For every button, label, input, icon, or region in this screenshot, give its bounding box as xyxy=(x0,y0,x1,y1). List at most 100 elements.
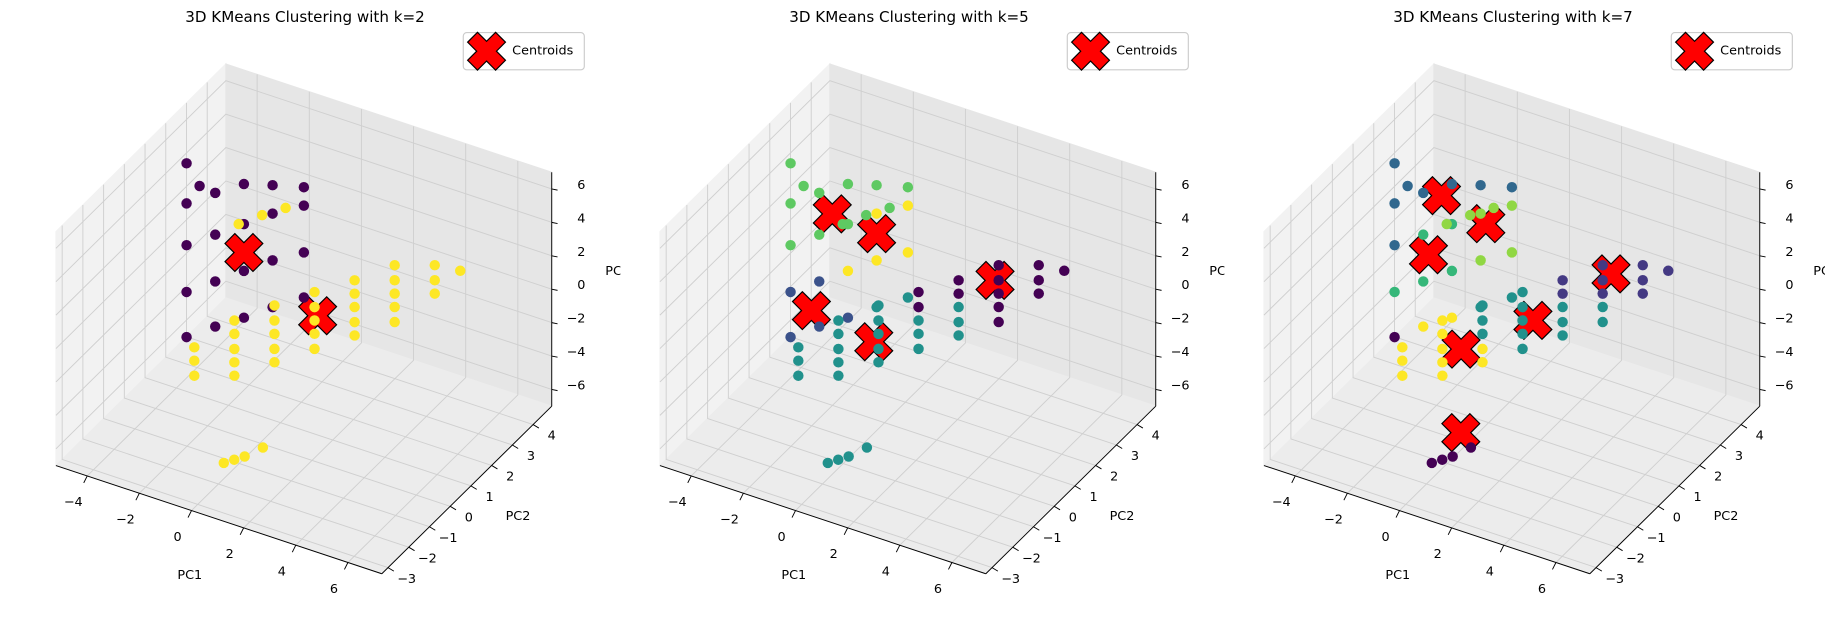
point xyxy=(189,370,200,381)
x-axis-line xyxy=(1263,465,1590,575)
y-tick-mark xyxy=(1116,444,1123,449)
point xyxy=(309,315,320,326)
point xyxy=(1446,265,1458,277)
y-tick-label: 1 xyxy=(485,490,493,505)
grid-line xyxy=(165,123,492,466)
point xyxy=(842,312,854,323)
z-tick-mark xyxy=(551,255,558,258)
z-tick-label: 6 xyxy=(577,178,585,193)
x-tick-label: 2 xyxy=(830,547,838,562)
grid-line xyxy=(1352,143,1680,487)
point xyxy=(229,328,240,340)
grid-line xyxy=(55,280,552,450)
point xyxy=(238,312,250,323)
x-tick-label: 6 xyxy=(934,582,942,597)
point xyxy=(913,343,924,355)
x-axis-label: PC1 xyxy=(781,568,806,583)
y-tick-mark xyxy=(1740,424,1748,429)
grid-line xyxy=(743,91,914,494)
y-tick-mark xyxy=(470,485,477,490)
x-tick-mark xyxy=(135,493,140,501)
x-tick-mark xyxy=(344,562,349,570)
point xyxy=(833,315,844,326)
point xyxy=(1397,355,1408,366)
y-axis-line xyxy=(381,405,553,575)
point xyxy=(1517,301,1528,313)
y-axis-line xyxy=(1589,405,1761,575)
z-tick-label: −2 xyxy=(1171,312,1190,327)
x-tick-label: 6 xyxy=(330,582,338,597)
grid-line xyxy=(1269,225,1597,569)
point xyxy=(389,275,400,286)
point xyxy=(209,276,221,287)
x-axis-label: PC1 xyxy=(1385,568,1410,583)
point xyxy=(913,315,924,326)
point xyxy=(953,316,964,328)
point xyxy=(298,200,310,211)
z-tick-label: −4 xyxy=(567,345,586,360)
y-tick-mark xyxy=(1720,444,1727,449)
point xyxy=(1446,178,1458,190)
point xyxy=(814,276,825,287)
point xyxy=(429,274,440,286)
point xyxy=(785,158,796,169)
point xyxy=(349,288,360,299)
point xyxy=(1397,342,1408,353)
z-axis-label: PC3 xyxy=(605,264,630,279)
y-axis-label: PC2 xyxy=(506,509,531,524)
grid-line xyxy=(707,184,1034,528)
y-tick-label: −3 xyxy=(1001,572,1020,587)
grid-line xyxy=(243,126,415,529)
point xyxy=(269,300,280,311)
point xyxy=(1597,301,1608,313)
z-tick-mark xyxy=(1759,188,1766,191)
y-tick-label: 1 xyxy=(1693,490,1701,505)
point xyxy=(218,457,230,469)
x-tick-label: 4 xyxy=(1486,564,1494,579)
z-tick-label: 6 xyxy=(1785,178,1793,193)
legend-label: Centroids xyxy=(1116,44,1177,59)
point xyxy=(993,316,1004,328)
x-axis-label: PC1 xyxy=(177,568,202,583)
point xyxy=(1397,370,1408,381)
y-tick-label: −2 xyxy=(1022,551,1041,566)
point xyxy=(814,321,825,332)
grid-line xyxy=(1311,184,1638,528)
grid-line xyxy=(847,126,1019,529)
y-tick-label: 4 xyxy=(548,429,556,444)
x-tick-mark xyxy=(1552,562,1557,570)
y-tick-label: −3 xyxy=(1605,572,1624,587)
point xyxy=(209,321,221,332)
z-tick-mark xyxy=(1759,322,1766,325)
x-tick-mark xyxy=(83,475,88,484)
y-tick-mark xyxy=(1678,485,1685,490)
x-tick-label: 0 xyxy=(173,530,181,545)
point xyxy=(953,330,964,341)
grid-line xyxy=(206,82,534,425)
z-tick-label: 0 xyxy=(577,278,585,293)
grid-line xyxy=(899,143,1071,546)
point xyxy=(871,255,882,266)
x-axis-line xyxy=(55,465,382,575)
grid-line xyxy=(1331,164,1659,507)
grid-line xyxy=(55,80,552,249)
point xyxy=(1637,259,1649,271)
z-tick-label: 4 xyxy=(1785,211,1793,226)
point xyxy=(1557,301,1568,313)
x-tick-mark xyxy=(239,527,245,536)
point xyxy=(913,301,924,313)
y-tick-label: 4 xyxy=(1152,429,1160,444)
y-tick-label: −2 xyxy=(418,551,437,566)
x-tick-label: 6 xyxy=(1538,582,1546,597)
point xyxy=(1465,442,1477,453)
point xyxy=(1557,275,1568,286)
z-tick-label: 0 xyxy=(1785,278,1793,293)
grid-line xyxy=(55,213,552,383)
z-tick-mark xyxy=(1155,288,1162,291)
y-tick-label: −1 xyxy=(439,531,458,546)
point xyxy=(1517,315,1528,326)
point xyxy=(298,247,310,258)
x-tick-mark xyxy=(895,544,901,553)
x-tick-label: 4 xyxy=(278,564,286,579)
